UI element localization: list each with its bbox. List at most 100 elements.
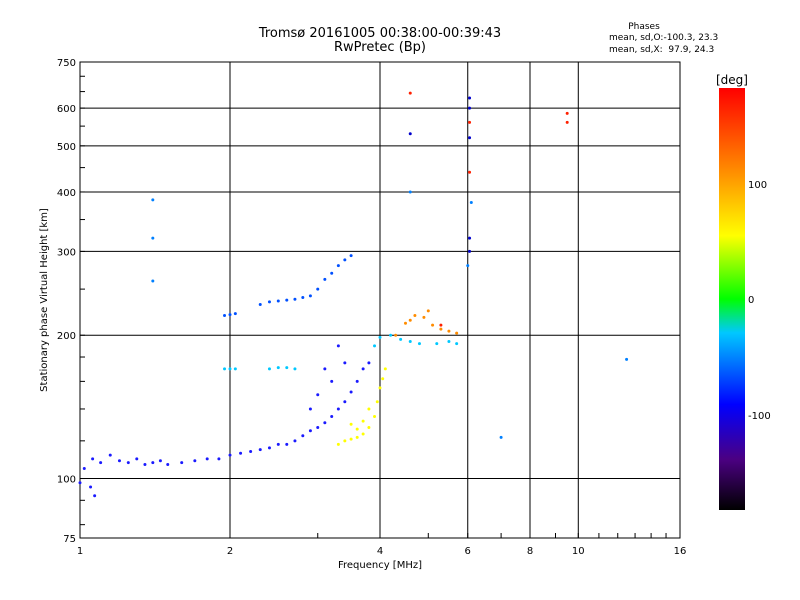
data-point <box>625 357 629 361</box>
data-point <box>378 335 382 339</box>
data-point <box>343 258 347 262</box>
data-point <box>455 342 459 346</box>
data-point <box>330 271 334 275</box>
data-point <box>330 379 334 383</box>
data-point <box>468 120 472 124</box>
data-point <box>355 435 359 439</box>
data-point <box>158 459 162 463</box>
data-point <box>466 264 470 268</box>
data-point <box>565 120 569 124</box>
data-point <box>343 439 347 443</box>
data-point <box>468 96 472 100</box>
data-point <box>367 407 371 411</box>
data-point <box>336 344 340 348</box>
data-point <box>82 466 86 470</box>
grid <box>80 62 680 538</box>
data-point <box>349 437 353 441</box>
phases-title: Phases <box>628 22 660 32</box>
data-point <box>336 407 340 411</box>
data-point <box>565 111 569 115</box>
data-point <box>78 481 82 485</box>
phase-stats-x: mean, sd,X: 97.9, 24.3 <box>609 45 715 55</box>
x-axis-label: Frequency [MHz] <box>338 560 422 571</box>
data-point <box>180 461 184 465</box>
data-point <box>93 494 97 498</box>
data-point <box>426 309 430 313</box>
data-point <box>233 312 237 316</box>
data-point <box>330 414 334 418</box>
colorbar <box>719 88 745 510</box>
data-point <box>323 277 327 281</box>
data-point <box>349 422 353 426</box>
data-point <box>343 361 347 365</box>
data-point <box>223 367 227 371</box>
data-point <box>361 367 365 371</box>
data-point <box>468 170 472 174</box>
data-point <box>323 421 327 425</box>
data-point <box>447 340 451 344</box>
data-point <box>439 327 443 331</box>
data-point <box>499 435 503 439</box>
data-point <box>349 254 353 258</box>
data-point <box>447 329 451 333</box>
data-point <box>267 367 271 371</box>
x-tick-label: 8 <box>527 546 533 557</box>
data-point <box>193 459 197 463</box>
data-point <box>468 136 472 140</box>
data-point <box>361 432 365 436</box>
data-point <box>267 300 271 304</box>
data-point <box>343 400 347 404</box>
data-point <box>151 198 155 202</box>
y-tick-label: 750 <box>57 58 76 69</box>
colorbar-unit-label: [deg] <box>716 73 748 87</box>
data-point <box>89 485 93 489</box>
data-point <box>285 366 289 370</box>
data-point <box>228 453 232 457</box>
data-point <box>408 132 412 136</box>
data-point <box>378 386 382 390</box>
data-point <box>417 342 421 346</box>
data-point <box>91 457 95 461</box>
data-point <box>336 442 340 446</box>
data-point <box>108 453 112 457</box>
data-point <box>422 315 426 319</box>
data-point <box>383 367 387 371</box>
data-point <box>117 459 121 463</box>
data-point <box>228 313 232 317</box>
data-point <box>276 442 280 446</box>
data-point <box>408 190 412 194</box>
data-points <box>78 91 629 498</box>
x-tick-label: 1 <box>77 546 83 557</box>
data-point <box>228 367 232 371</box>
data-point <box>135 457 139 461</box>
phase-stats-o: mean, sd,O:-100.3, 23.3 <box>609 33 719 43</box>
data-point <box>323 367 327 371</box>
data-point <box>258 448 262 452</box>
data-point <box>408 91 412 95</box>
data-point <box>233 367 237 371</box>
data-point <box>355 379 359 383</box>
data-point <box>373 344 377 348</box>
data-point <box>126 461 130 465</box>
data-point <box>316 287 320 291</box>
data-point <box>349 390 353 394</box>
data-point <box>308 407 312 411</box>
y-tick-label: 300 <box>57 247 76 258</box>
data-point <box>308 294 312 298</box>
data-point <box>276 366 280 370</box>
x-tick-label: 6 <box>465 546 471 557</box>
data-point <box>408 318 412 322</box>
x-tick-label: 2 <box>227 546 233 557</box>
data-point <box>151 236 155 240</box>
data-point <box>151 279 155 283</box>
data-point <box>389 333 393 337</box>
data-point <box>367 361 371 365</box>
y-axis-label: Stationary phase Virtual Height [km] <box>39 208 50 392</box>
data-point <box>301 434 305 438</box>
data-point <box>316 425 320 429</box>
data-point <box>239 451 243 455</box>
x-tick-label: 10 <box>572 546 585 557</box>
data-point <box>455 331 459 335</box>
data-point <box>403 321 407 325</box>
